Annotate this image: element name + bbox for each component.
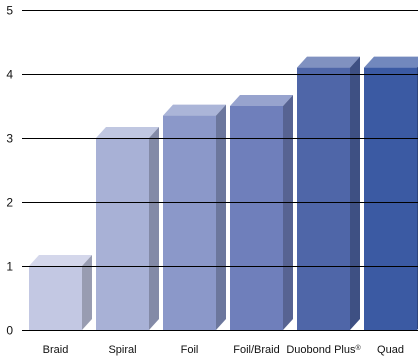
y-axis-ticks: 0 1 2 3 4 5 xyxy=(6,4,13,338)
bar-front-face xyxy=(96,138,149,330)
x-tick-label: Quad xyxy=(377,344,404,356)
bar xyxy=(29,255,92,330)
x-tick-label: Braid xyxy=(43,344,69,356)
y-tick-label: 1 xyxy=(6,260,13,274)
bar-top-face xyxy=(96,127,159,138)
bar xyxy=(163,104,226,330)
bar-top-face xyxy=(163,104,226,116)
gridlines xyxy=(22,10,418,331)
bar-side-face xyxy=(283,95,293,330)
bar-side-face xyxy=(216,104,226,330)
bar-front-face xyxy=(163,115,216,330)
bar-top-face xyxy=(230,95,293,106)
bar-front-face xyxy=(29,266,82,330)
x-tick-label: Spiral xyxy=(108,344,136,356)
bar-top-face xyxy=(364,56,418,68)
bar-front-face xyxy=(364,67,417,330)
x-axis-labels: Braid Spiral Foil Foil/Braid Duobond Plus® Qu… xyxy=(43,344,404,357)
bar xyxy=(96,127,159,330)
bar xyxy=(364,56,418,330)
bar-side-face xyxy=(350,56,360,330)
bar-top-face xyxy=(297,56,360,68)
y-tick-label: 4 xyxy=(6,68,13,82)
bar-front-face xyxy=(297,67,350,330)
bar xyxy=(297,56,360,330)
bar xyxy=(230,95,293,330)
x-tick-label: Duobond Plus® xyxy=(286,344,361,357)
y-tick-label: 3 xyxy=(6,132,13,146)
x-tick-label: Foil xyxy=(181,344,199,356)
x-tick-label: Foil/Braid xyxy=(233,344,279,356)
y-tick-label: 5 xyxy=(6,4,13,18)
bars-layer xyxy=(29,56,418,330)
bar-front-face xyxy=(230,106,283,330)
bar-side-face xyxy=(82,255,92,330)
y-tick-label: 0 xyxy=(6,324,13,338)
bar-side-face xyxy=(149,127,159,330)
y-tick-label: 2 xyxy=(6,196,13,210)
bar-top-face xyxy=(29,255,92,266)
